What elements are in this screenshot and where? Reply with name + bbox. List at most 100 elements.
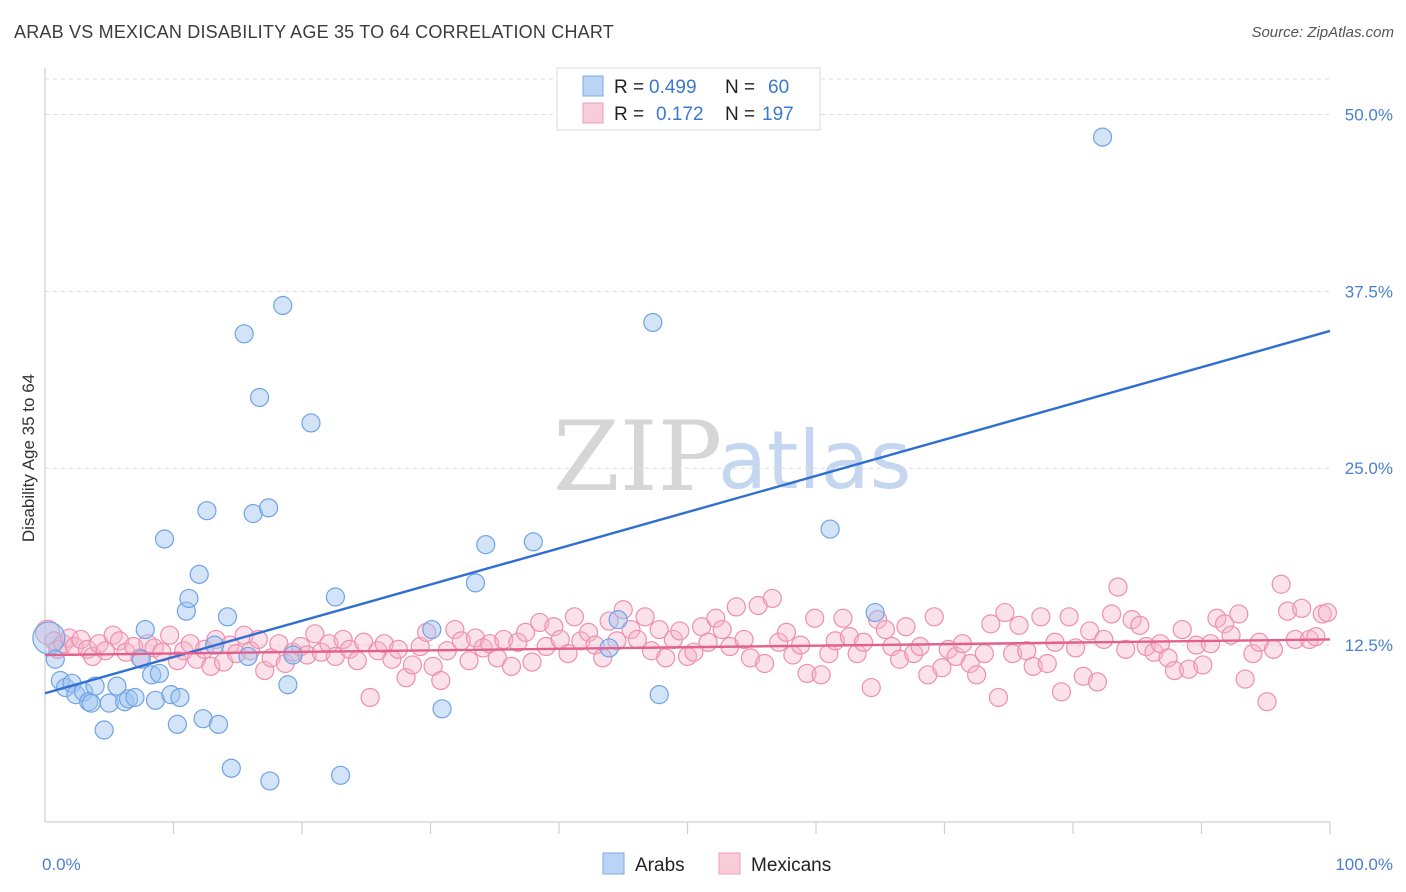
x-tick-label: 100.0% bbox=[1335, 855, 1393, 874]
data-point-mexicans bbox=[734, 629, 754, 650]
data-point-mexicans bbox=[347, 651, 367, 671]
data-point-mexicans bbox=[71, 629, 91, 650]
data-point-mexicans bbox=[34, 619, 61, 645]
data-point-arabs bbox=[432, 699, 452, 719]
data-point-arabs bbox=[118, 689, 139, 709]
data-point-arabs bbox=[154, 529, 175, 549]
data-point-mexicans bbox=[522, 652, 542, 672]
data-point-mexicans bbox=[402, 655, 423, 675]
data-point-mexicans bbox=[109, 631, 130, 651]
data-point-mexicans bbox=[875, 619, 895, 640]
data-point-mexicans bbox=[1215, 614, 1235, 634]
data-point-mexicans bbox=[1292, 598, 1312, 618]
watermark-atlas: atlas bbox=[718, 414, 911, 507]
data-point-mexicans bbox=[1193, 655, 1213, 675]
data-point-arabs bbox=[32, 621, 66, 655]
legend-n-value: 60 bbox=[768, 77, 789, 98]
data-point-mexicans bbox=[1229, 604, 1249, 624]
data-point-mexicans bbox=[833, 608, 853, 628]
data-point-mexicans bbox=[1003, 644, 1023, 664]
data-point-mexicans bbox=[740, 648, 761, 668]
data-point-mexicans bbox=[564, 607, 585, 627]
data-point-arabs bbox=[94, 720, 114, 740]
y-tick-label: 37.5% bbox=[1345, 282, 1393, 301]
series-legend: Arabs Mexicans bbox=[602, 852, 831, 876]
data-point-arabs bbox=[170, 687, 190, 708]
y-tick-label: 25.0% bbox=[1345, 459, 1393, 478]
series-legend-arabs: Arabs bbox=[635, 855, 685, 876]
data-point-mexicans bbox=[201, 656, 221, 676]
x-tick-label: 0.0% bbox=[42, 855, 81, 874]
data-point-mexicans bbox=[1101, 604, 1122, 624]
data-point-arabs bbox=[330, 765, 351, 785]
data-point-mexicans bbox=[445, 619, 465, 640]
data-point-arabs bbox=[865, 602, 885, 623]
legend-swatch-mexicans bbox=[582, 102, 604, 124]
data-point-mexicans bbox=[1130, 615, 1150, 635]
data-point-arabs bbox=[249, 387, 270, 408]
data-point-mexicans bbox=[726, 597, 746, 617]
data-point-arabs bbox=[179, 588, 199, 609]
data-point-mexicans bbox=[1179, 659, 1199, 679]
correlation-legend: R = 0.499 N = 60 R = 0.172 N = 197 bbox=[556, 67, 821, 131]
data-point-mexicans bbox=[417, 622, 437, 642]
data-point-arabs bbox=[197, 501, 217, 521]
axes bbox=[44, 68, 1331, 834]
data-point-mexicans bbox=[515, 622, 536, 642]
legend-n-label: N = bbox=[725, 77, 755, 98]
data-point-arabs bbox=[45, 649, 65, 669]
legend-n-label: N = bbox=[725, 104, 755, 125]
data-point-mexicans bbox=[1094, 629, 1114, 650]
data-point-mexicans bbox=[896, 617, 916, 637]
data-point-arabs bbox=[422, 619, 442, 640]
data-point-mexicans bbox=[431, 670, 451, 691]
data-point-mexicans bbox=[712, 619, 732, 640]
data-point-mexicans bbox=[889, 649, 910, 669]
data-point-mexicans bbox=[160, 625, 180, 645]
data-point-arabs bbox=[149, 663, 169, 684]
data-point-mexicans bbox=[1243, 644, 1263, 664]
data-point-mexicans bbox=[1257, 692, 1277, 712]
data-point-mexicans bbox=[501, 656, 522, 676]
data-point-mexicans bbox=[861, 677, 881, 698]
data-point-mexicans bbox=[805, 608, 825, 628]
data-point-mexicans bbox=[1200, 634, 1221, 654]
y-tick-label: 50.0% bbox=[1345, 105, 1393, 124]
data-point-mexicans bbox=[1031, 607, 1051, 627]
series-legend-swatch-mexicans bbox=[718, 852, 741, 875]
data-point-mexicans bbox=[670, 621, 690, 641]
data-point-mexicans bbox=[508, 632, 528, 652]
data-point-mexicans bbox=[1037, 653, 1057, 674]
data-point-arabs bbox=[476, 535, 496, 555]
legend-n-value: 197 bbox=[762, 104, 794, 125]
trend-lines bbox=[44, 329, 1331, 695]
data-point-mexicans bbox=[1116, 639, 1136, 659]
y-axis-label: Disability Age 35 to 64 bbox=[19, 374, 38, 542]
y-tick-label: 12.5% bbox=[1345, 636, 1393, 655]
data-point-arabs bbox=[142, 665, 162, 685]
data-point-mexicans bbox=[988, 687, 1009, 708]
legend-r-value: 0.172 bbox=[656, 104, 704, 125]
data-point-arabs bbox=[125, 687, 145, 708]
watermark-zip: ZIP bbox=[553, 401, 722, 513]
data-point-mexicans bbox=[1277, 601, 1298, 621]
data-point-mexicans bbox=[1306, 627, 1326, 647]
gridlines bbox=[45, 78, 1330, 646]
series-legend-mexicans: Mexicans bbox=[751, 855, 831, 876]
data-point-arabs bbox=[273, 295, 293, 316]
data-point-mexicans bbox=[706, 608, 726, 628]
data-point-arabs bbox=[258, 498, 279, 518]
data-point-arabs bbox=[221, 758, 241, 778]
data-point-mexicans bbox=[974, 644, 994, 664]
data-point-mexicans bbox=[1009, 615, 1029, 635]
data-point-mexicans bbox=[754, 653, 775, 674]
data-point-mexicans bbox=[374, 634, 394, 654]
data-point-arabs bbox=[608, 610, 628, 630]
data-point-arabs bbox=[189, 564, 209, 584]
data-point-mexicans bbox=[388, 639, 408, 659]
data-point-arabs bbox=[99, 693, 119, 713]
watermark: ZIP atlas bbox=[553, 401, 911, 513]
data-point-arabs bbox=[135, 619, 155, 640]
data-point-mexicans bbox=[910, 636, 930, 657]
